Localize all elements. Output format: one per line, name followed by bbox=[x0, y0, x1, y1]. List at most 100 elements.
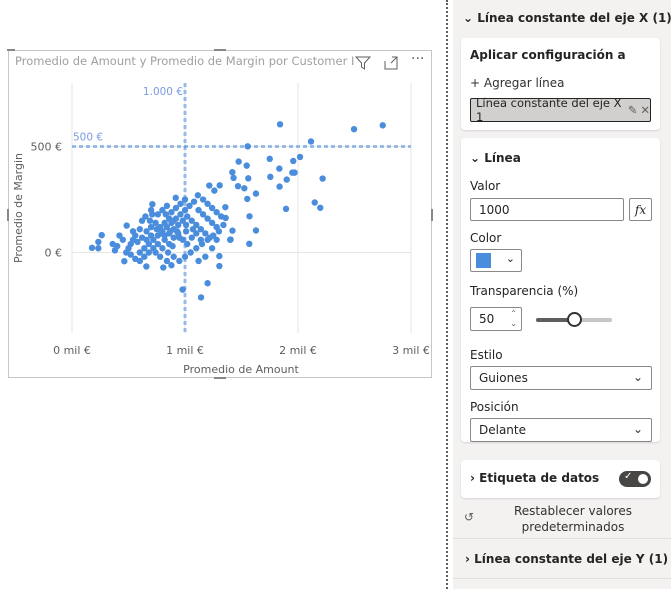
slider-thumb[interactable] bbox=[567, 312, 582, 327]
data-point bbox=[252, 190, 260, 197]
data-label-header[interactable]: › Etiqueta de datos bbox=[470, 471, 599, 485]
transparency-slider[interactable] bbox=[536, 312, 612, 327]
more-options-icon[interactable]: ··· bbox=[411, 51, 425, 67]
position-dropdown[interactable]: Delante ⌄ bbox=[470, 418, 652, 442]
data-point bbox=[227, 236, 234, 243]
visual-title: Promedio de Amount y Promedio de Margin … bbox=[15, 54, 355, 68]
reset-label-line1: Restablecer valores bbox=[514, 504, 632, 518]
data-point bbox=[189, 225, 197, 233]
data-point bbox=[195, 257, 202, 265]
data-point bbox=[199, 211, 207, 218]
resize-handle[interactable] bbox=[214, 49, 226, 51]
data-point bbox=[243, 162, 250, 169]
value-input[interactable]: 1000 bbox=[470, 198, 624, 221]
line-section-header[interactable]: ⌄ Línea bbox=[470, 151, 521, 165]
section-y-constant-line[interactable]: › Línea constante del eje Y (1) bbox=[465, 552, 668, 566]
data-point bbox=[204, 280, 211, 287]
data-point bbox=[217, 213, 225, 220]
data-point bbox=[152, 219, 159, 227]
data-point bbox=[213, 209, 220, 216]
style-label: Estilo bbox=[470, 348, 503, 362]
data-point bbox=[241, 185, 248, 192]
focus-mode-icon[interactable] bbox=[383, 55, 399, 75]
selected-line-item[interactable]: Línea constante del eje X 1 ✎ ✕ bbox=[470, 96, 651, 124]
data-label-card[interactable]: › Etiqueta de datos ✓ bbox=[461, 460, 660, 498]
close-icon[interactable]: ✕ bbox=[640, 103, 650, 117]
data-point bbox=[208, 204, 216, 212]
data-point bbox=[202, 253, 209, 260]
data-point bbox=[235, 158, 242, 165]
data-point bbox=[168, 209, 175, 216]
data-point bbox=[163, 257, 171, 265]
data-point bbox=[220, 221, 227, 229]
resize-handle[interactable] bbox=[7, 209, 9, 221]
data-point bbox=[136, 257, 143, 265]
data-point bbox=[276, 165, 283, 172]
reset-icon[interactable]: ↺ bbox=[464, 510, 475, 524]
data-point bbox=[116, 232, 123, 239]
data-point bbox=[283, 176, 290, 183]
chevron-down-icon: ⌄ bbox=[632, 370, 643, 384]
apply-label: Aplicar configuración a bbox=[470, 48, 626, 62]
data-point bbox=[188, 217, 195, 224]
spinner-icon[interactable]: ⌃ ⌄ bbox=[510, 309, 517, 328]
add-line-button[interactable]: + Agregar línea bbox=[470, 76, 565, 90]
color-picker[interactable]: ⌄ bbox=[470, 249, 522, 272]
chevron-right-icon: › bbox=[470, 471, 475, 485]
reset-defaults-button[interactable]: Restablecer valores predeterminados bbox=[493, 503, 653, 535]
resize-handle[interactable] bbox=[214, 377, 226, 379]
data-point bbox=[197, 294, 205, 301]
section-x-constant-line[interactable]: ⌄ Línea constante del eje X (1) bbox=[463, 11, 671, 25]
data-point bbox=[229, 168, 236, 176]
data-point bbox=[222, 203, 229, 211]
transparency-input[interactable]: 50 ⌃ ⌄ bbox=[470, 307, 522, 331]
style-value: Guiones bbox=[479, 371, 528, 385]
data-point bbox=[208, 219, 216, 227]
format-pane: ⌄ Línea constante del eje X (1) Aplicar … bbox=[453, 0, 671, 589]
data-point bbox=[143, 228, 150, 235]
data-point bbox=[95, 245, 102, 252]
data-point bbox=[127, 251, 134, 258]
data-point bbox=[216, 182, 223, 189]
data-point bbox=[188, 234, 195, 241]
data-point bbox=[195, 206, 202, 214]
data-label-toggle[interactable]: ✓ bbox=[619, 471, 651, 487]
filter-icon[interactable] bbox=[354, 55, 372, 75]
fx-button[interactable]: fx bbox=[629, 198, 652, 221]
data-point bbox=[213, 236, 220, 243]
position-label: Posición bbox=[470, 400, 519, 414]
data-point bbox=[206, 234, 214, 241]
position-value: Delante bbox=[479, 423, 527, 437]
data-point bbox=[177, 200, 184, 207]
data-point bbox=[146, 217, 154, 224]
data-point bbox=[161, 219, 168, 227]
data-point bbox=[95, 238, 102, 246]
y-axis-title: Promedio de Margin bbox=[12, 153, 25, 263]
data-point bbox=[158, 230, 165, 237]
value-label: Valor bbox=[470, 179, 501, 193]
data-point bbox=[246, 213, 253, 220]
data-point bbox=[172, 194, 179, 202]
edit-icon[interactable]: ✎ bbox=[627, 103, 638, 117]
data-point bbox=[245, 175, 252, 182]
data-point bbox=[88, 244, 96, 252]
data-point bbox=[143, 263, 150, 270]
section-title: Línea constante del eje X (1) bbox=[477, 11, 671, 25]
data-point bbox=[187, 249, 194, 256]
data-point bbox=[311, 199, 318, 206]
toggle-knob bbox=[638, 474, 648, 484]
color-swatch bbox=[476, 253, 491, 268]
data-point bbox=[229, 227, 236, 234]
apply-settings-card: Aplicar configuración a + Agregar línea … bbox=[461, 38, 660, 130]
data-point bbox=[246, 240, 253, 248]
data-point bbox=[154, 211, 162, 218]
resize-handle[interactable] bbox=[7, 49, 15, 51]
data-point bbox=[194, 192, 202, 199]
data-point bbox=[244, 195, 251, 203]
resize-handle[interactable] bbox=[431, 209, 433, 221]
scatter-visual[interactable]: Promedio de Amount y Promedio de Margin … bbox=[7, 49, 433, 379]
style-dropdown[interactable]: Guiones ⌄ bbox=[470, 366, 652, 390]
pane-divider[interactable] bbox=[446, 0, 448, 589]
data-point bbox=[147, 232, 155, 239]
data-point bbox=[141, 245, 148, 252]
